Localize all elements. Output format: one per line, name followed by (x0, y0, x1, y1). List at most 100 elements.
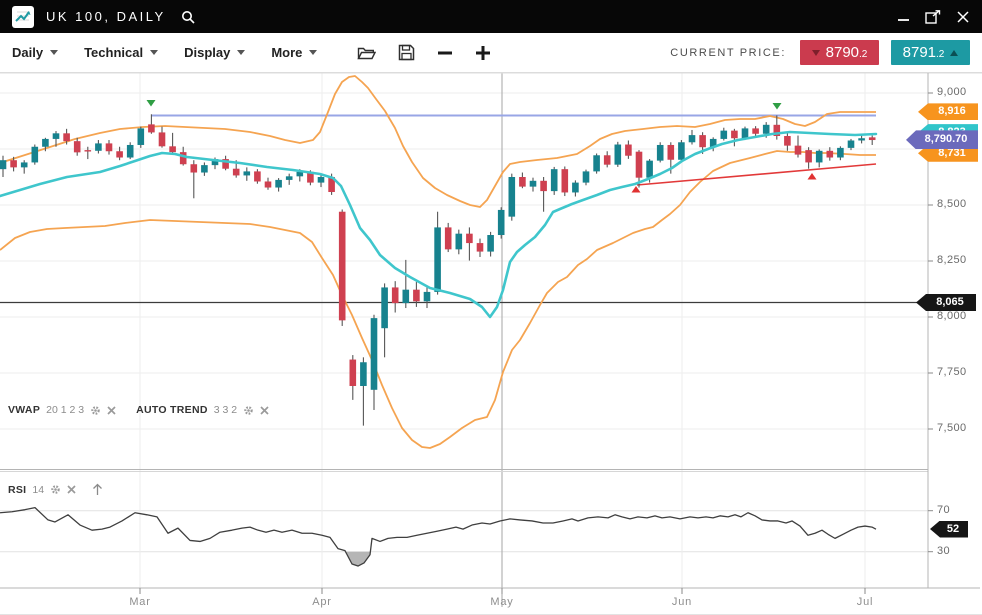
candle-up (360, 362, 367, 386)
zoom-out-icon[interactable] (437, 45, 453, 61)
candle-up (646, 160, 653, 178)
buy-price-int: 8791 (902, 44, 937, 61)
price-down-arrow-icon (811, 49, 820, 56)
candle-down (868, 137, 876, 141)
candle-up (678, 142, 685, 160)
auto-trend-settings-gear-icon[interactable] (243, 405, 254, 416)
candle-up (52, 133, 60, 139)
candle-up (95, 143, 102, 151)
candle-down (222, 159, 229, 169)
rsi-params: 14 (32, 483, 45, 496)
buy-price-badge[interactable]: 8791.2 (891, 40, 970, 65)
candle-up (656, 144, 664, 161)
vwap-settings-gear-icon[interactable] (90, 405, 101, 416)
menu-display-label: Display (184, 45, 231, 60)
candle-down (169, 146, 176, 153)
candle-up (296, 171, 304, 177)
menu-technical[interactable]: Technical (84, 45, 159, 60)
sell-price-badge[interactable]: 8790.2 (800, 40, 879, 65)
minimize-button[interactable] (897, 10, 910, 23)
close-button[interactable] (956, 10, 970, 24)
candle-down (731, 130, 738, 139)
candle-up (593, 155, 600, 172)
auto-trend-label: AUTO TREND (136, 404, 208, 416)
auto-trend-remove-icon[interactable] (260, 405, 269, 415)
vwap-params: 20 1 2 3 (46, 404, 85, 416)
indicator-row-rsi: RSI 14 (8, 483, 117, 496)
candle-up (614, 144, 622, 165)
candle-up (455, 233, 463, 250)
popout-button[interactable] (925, 9, 941, 24)
candle-down (699, 135, 706, 148)
zoom-in-icon[interactable] (475, 45, 491, 61)
rsi-settings-gear-icon[interactable] (50, 484, 61, 495)
chevron-down-icon (150, 50, 159, 55)
candle-down (561, 169, 569, 193)
candle-up (434, 227, 441, 292)
candle-down (635, 151, 643, 178)
candle-up (837, 147, 844, 158)
candle-up (381, 287, 388, 329)
price-up-arrow-icon (950, 49, 959, 56)
auto-trend-indicator: AUTO TREND 3 3 2 (136, 404, 269, 416)
save-icon[interactable] (398, 44, 415, 61)
menu-more-label: More (271, 45, 303, 60)
menu-more[interactable]: More (271, 45, 318, 60)
vwap-indicator: VWAP 20 1 2 3 (8, 404, 116, 416)
candle-up (508, 177, 516, 217)
sell-price-dec: .2 (859, 49, 868, 60)
vwap-remove-icon[interactable] (107, 405, 116, 415)
candle-down (148, 124, 155, 133)
candle-down (84, 150, 92, 152)
candle-down (73, 141, 81, 153)
candle-up (487, 235, 494, 252)
title-bar: UK 100, DAILY (0, 0, 982, 33)
candle-up (317, 177, 325, 183)
candlesticks (0, 114, 876, 426)
candle-down (752, 128, 759, 134)
chevron-down-icon (237, 50, 246, 55)
chart-app-icon (12, 5, 34, 28)
candle-up (720, 130, 728, 139)
candle-down (328, 177, 335, 193)
chevron-down-icon (309, 50, 318, 55)
candle-down (349, 359, 357, 386)
candle-up (243, 171, 251, 176)
candle-down (254, 171, 261, 182)
rsi-move-up-icon[interactable] (92, 483, 103, 496)
candle-up (497, 209, 505, 236)
candle-up (211, 159, 219, 166)
candle-up (741, 128, 749, 139)
menu-technical-label: Technical (84, 45, 144, 60)
search-icon[interactable] (180, 9, 196, 25)
rsi-remove-icon[interactable] (67, 485, 76, 494)
vwap-line (0, 130, 878, 319)
candle-down (264, 181, 272, 188)
candle-up (847, 140, 855, 148)
candle-up (550, 169, 558, 192)
window-controls (897, 9, 970, 24)
candle-up (762, 124, 770, 134)
candle-down (391, 287, 399, 304)
candle-up (42, 138, 49, 147)
open-folder-icon[interactable] (357, 45, 377, 61)
candle-down (232, 168, 240, 176)
candle-down (179, 152, 187, 165)
candle-down (667, 144, 675, 160)
candle-down (805, 150, 812, 163)
candle-down (773, 124, 781, 137)
candle-up (688, 135, 696, 143)
current-price-label: CURRENT PRICE: (670, 46, 786, 59)
candle-up (20, 162, 28, 168)
candle-up (572, 182, 579, 193)
menu-display[interactable]: Display (184, 45, 246, 60)
candle-down (338, 211, 346, 321)
toolbar: Daily Technical Display More (0, 33, 982, 73)
candle-down (158, 132, 166, 147)
menu-timeframe[interactable]: Daily (12, 45, 59, 60)
candle-down (466, 233, 473, 244)
auto-trend-params: 3 3 2 (213, 404, 238, 416)
candle-up (529, 180, 537, 187)
candle-down (625, 144, 632, 156)
